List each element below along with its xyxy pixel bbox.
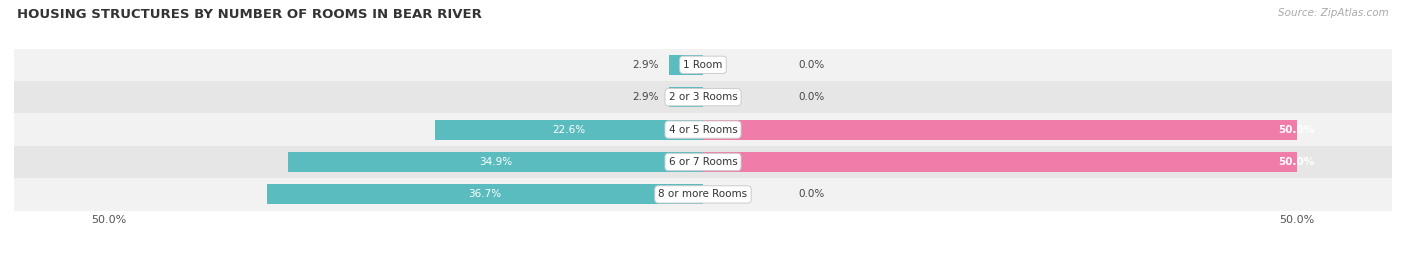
Bar: [703, 152, 1296, 172]
Text: 2.9%: 2.9%: [633, 60, 659, 70]
Text: 50.0%: 50.0%: [1278, 124, 1315, 135]
Text: 1 Room: 1 Room: [683, 60, 723, 70]
Text: 4 or 5 Rooms: 4 or 5 Rooms: [669, 124, 737, 135]
Bar: [288, 152, 703, 172]
Bar: [669, 87, 703, 107]
Bar: [14, 146, 1392, 178]
Text: HOUSING STRUCTURES BY NUMBER OF ROOMS IN BEAR RIVER: HOUSING STRUCTURES BY NUMBER OF ROOMS IN…: [17, 8, 482, 21]
Text: 22.6%: 22.6%: [553, 124, 585, 135]
Bar: [14, 113, 1392, 146]
Text: 6 or 7 Rooms: 6 or 7 Rooms: [669, 157, 737, 167]
Bar: [14, 49, 1392, 81]
Bar: [669, 55, 703, 75]
Text: 50.0%: 50.0%: [1278, 157, 1315, 167]
Bar: [14, 81, 1392, 113]
Text: 2.9%: 2.9%: [633, 92, 659, 102]
Text: 36.7%: 36.7%: [468, 189, 502, 200]
Text: 34.9%: 34.9%: [479, 157, 512, 167]
Bar: [14, 178, 1392, 211]
Bar: [267, 184, 703, 204]
Text: 0.0%: 0.0%: [799, 189, 824, 200]
Text: Source: ZipAtlas.com: Source: ZipAtlas.com: [1278, 8, 1389, 18]
Text: 0.0%: 0.0%: [799, 60, 824, 70]
Bar: [434, 120, 703, 140]
Text: 8 or more Rooms: 8 or more Rooms: [658, 189, 748, 200]
Text: 2 or 3 Rooms: 2 or 3 Rooms: [669, 92, 737, 102]
Text: 0.0%: 0.0%: [799, 92, 824, 102]
Bar: [703, 120, 1296, 140]
